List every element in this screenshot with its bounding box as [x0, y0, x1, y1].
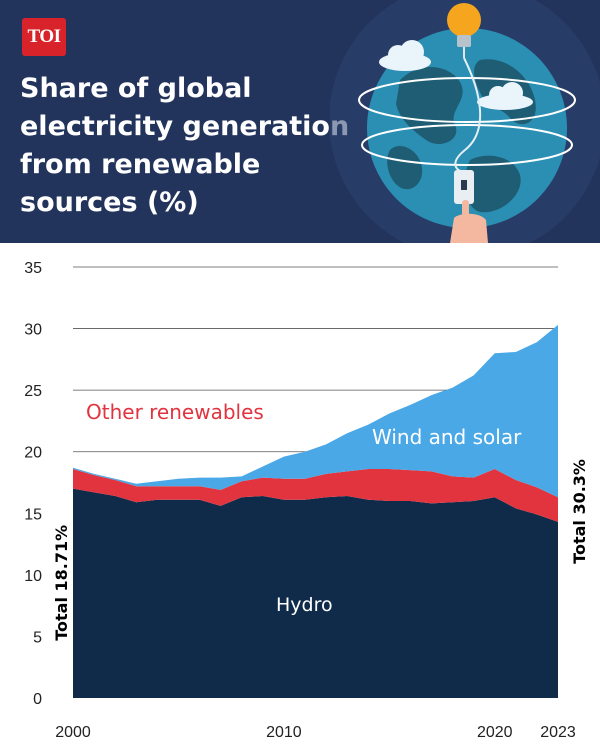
y-tick-label: 5 — [33, 629, 42, 646]
x-tick-label: 2020 — [477, 724, 513, 741]
wind-and-solar-label: Wind and solar — [372, 425, 522, 449]
stacked-area-chart: 0 5 10 15 20 25 30 35 2000 2010 2020 2023 Hydro Other… — [24, 260, 589, 741]
other-renewables-area — [73, 468, 558, 522]
y-tick-label: 25 — [24, 383, 42, 400]
hand-icon — [450, 200, 488, 243]
y-tick-label: 35 — [24, 260, 42, 277]
plug-socket-icon — [454, 170, 474, 204]
total-2023-annotation: Total 30.3% — [570, 459, 589, 564]
cloud-icon — [379, 40, 431, 71]
chart-title: Share of global electricity generation f… — [20, 73, 350, 218]
cloud-icon — [477, 82, 533, 110]
total-2000-annotation: Total 18.71% — [52, 525, 71, 641]
lightbulb-icon — [447, 3, 481, 58]
y-tick-label: 20 — [24, 445, 42, 462]
other-renewables-label: Other renewables — [86, 400, 264, 424]
toi-logo: TOI — [22, 18, 66, 56]
x-tick-label: 2010 — [266, 724, 302, 741]
hydro-area — [73, 488, 558, 698]
y-tick-label: 30 — [24, 322, 42, 339]
x-tick-label: 2000 — [55, 724, 91, 741]
wind-and-solar-area — [73, 324, 558, 498]
y-tick-label: 10 — [24, 568, 42, 585]
header-banner: TOI Share of global electricity generati… — [0, 0, 600, 243]
chart-area: 0 5 10 15 20 25 30 35 2000 2010 2020 2023 Hydro Other… — [0, 243, 600, 750]
x-tick-label: 2023 — [540, 724, 576, 741]
y-tick-label: 15 — [24, 506, 42, 523]
y-tick-label: 0 — [33, 691, 42, 708]
hydro-label: Hydro — [276, 594, 333, 616]
globe-lightbulb-illustration — [330, 0, 600, 243]
